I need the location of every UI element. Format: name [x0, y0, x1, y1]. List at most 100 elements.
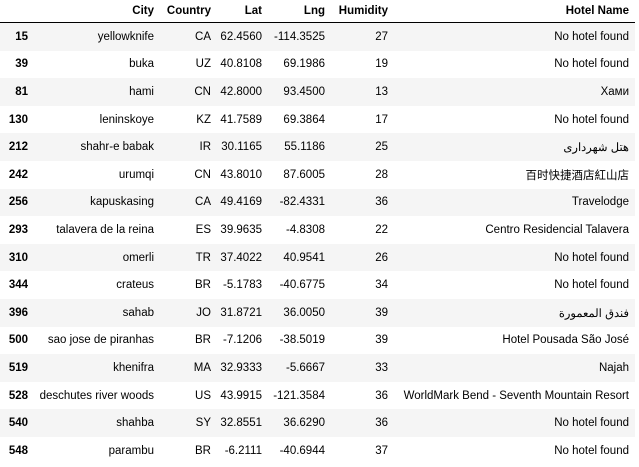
table-cell: 39	[375, 306, 388, 319]
table-cell: TR	[195, 251, 211, 264]
table-cell: IR	[199, 141, 212, 154]
table-cell: Hotel Pousada São José	[502, 334, 629, 347]
row-index: 310	[8, 251, 28, 264]
column-header: Lat	[217, 0, 268, 23]
table-cell: 28	[375, 168, 388, 181]
table-row: 540 shahba SY 32.8551 36.6290 36 No hotel foun…	[0, 409, 635, 437]
table-cell: 31.8721	[220, 306, 262, 319]
table-cell: -5.6667	[285, 361, 325, 374]
table-row: 310 omerli TR 37.4022 40.9541 26 No hotel foun…	[0, 243, 635, 272]
table-cell: 87.6005	[283, 168, 325, 181]
row-index: 540	[8, 417, 28, 430]
table-row: 15 yellowknife CA 62.4560 -114.3525 27 No hote…	[0, 22, 635, 51]
table-cell: 39	[375, 334, 388, 347]
table-cell: CN	[194, 85, 211, 98]
table-cell: Хами	[600, 85, 629, 98]
column-header: Lng	[268, 0, 331, 23]
table-cell: shahba	[116, 417, 154, 430]
table-cell: -82.4331	[279, 196, 325, 209]
table-cell: -121.3584	[273, 389, 325, 402]
table-cell: shahr-e babak	[80, 141, 154, 154]
table-cell: 26	[375, 251, 388, 264]
table-cell: 30.1165	[221, 141, 262, 154]
table-row: 396 sahab JO 31.8721 36.0050 39 فندق المعمورة	[0, 298, 635, 327]
table-cell: -5.1783	[222, 279, 262, 292]
row-index: 130	[8, 113, 28, 126]
row-index: 500	[8, 334, 28, 347]
table-cell: SY	[195, 417, 211, 430]
row-index: 81	[15, 85, 28, 98]
table-cell: 27	[375, 30, 388, 43]
table-cell: buka	[129, 58, 154, 71]
table-cell: No hotel found	[554, 30, 629, 43]
table-cell: 19	[375, 58, 388, 71]
table-row: 344 crateus BR -5.1783 -40.6775 34 No hotel fo…	[0, 271, 635, 299]
row-index: 344	[8, 279, 28, 292]
table-cell: 37	[375, 444, 388, 457]
table-cell: sahab	[122, 306, 154, 319]
table-cell: 42.8000	[220, 85, 262, 98]
table-cell: 55.1186	[284, 141, 325, 154]
table-row: 212 shahr-e babak IR 30.1165 55.1186 25 هتل شه…	[0, 133, 635, 161]
table-cell: yellowknife	[97, 30, 154, 43]
table-cell: هتل شهرداری	[563, 142, 629, 155]
table-cell: 34	[375, 279, 388, 292]
table-cell: UZ	[195, 58, 211, 71]
table-cell: sao jose de piranhas	[47, 334, 154, 347]
table-cell: -7.1206	[222, 334, 262, 347]
table-row: 548 parambu BR -6.2111 -40.6944 37 No hotel fo…	[0, 437, 635, 465]
table-cell: BR	[195, 334, 211, 347]
table-cell: 22	[375, 223, 388, 236]
table-cell: 39.9635	[220, 223, 262, 236]
table-cell: CN	[194, 168, 211, 181]
table-cell: urumqi	[118, 168, 154, 181]
table-cell: No hotel found	[554, 251, 629, 264]
table-cell: 40.8108	[220, 58, 262, 71]
table-cell: 33	[375, 361, 388, 374]
table-cell: CA	[195, 196, 211, 209]
column-header: Hotel Name	[394, 0, 635, 23]
table-cell: -4.8308	[285, 223, 325, 236]
table-cell: No hotel found	[554, 113, 629, 126]
table-cell: 37.4022	[220, 251, 262, 264]
row-index: 548	[8, 444, 28, 457]
table-cell: KZ	[196, 113, 211, 126]
table-cell: BR	[195, 444, 211, 457]
table-cell: 69.1986	[283, 58, 325, 71]
table-cell: -40.6775	[279, 279, 325, 292]
table-cell: Travelodge	[571, 196, 629, 209]
table-row: 242 urumqi CN 43.8010 87.6005 28 百时快捷酒店紅山店	[0, 161, 635, 189]
table-cell: 36	[375, 417, 388, 430]
column-header: Humidity	[331, 0, 394, 23]
table-cell: deschutes river woods	[39, 389, 154, 402]
table-cell: Najah	[598, 361, 629, 374]
row-index: 15	[15, 30, 28, 43]
table-cell: No hotel found	[554, 279, 629, 292]
table-row: 519 khenifra MA 32.9333 -5.6667 33 Najah	[0, 354, 635, 382]
table-cell: crateus	[116, 279, 154, 292]
table-cell: WorldMark Bend - Seventh Mountain Resort	[403, 389, 629, 402]
table-cell: 36.0050	[283, 306, 325, 319]
table-cell: leninskoye	[99, 113, 154, 126]
table-row: 528 deschutes river woods US 43.9915 -121.35…	[0, 382, 635, 410]
table-cell: 17	[375, 113, 388, 126]
table-cell: 36.6290	[283, 417, 325, 430]
table-cell: 36	[375, 389, 388, 402]
table-row: 256 kapuskasing CA 49.4169 -82.4331 36 Travelo…	[0, 188, 635, 217]
table-cell: kapuskasing	[90, 196, 154, 209]
table-cell: 36	[375, 196, 388, 209]
table-cell: ES	[195, 223, 211, 236]
row-index: 519	[8, 361, 28, 374]
table-cell: 25	[375, 141, 388, 154]
column-header: Country	[160, 0, 217, 23]
table-cell: parambu	[108, 444, 154, 457]
table-cell: -40.6944	[279, 444, 325, 457]
table-row: 81 hami CN 42.8000 93.4500 13 Хами	[0, 78, 635, 106]
table-cell: CA	[195, 30, 211, 43]
table-cell: 49.4169	[220, 196, 262, 209]
row-index: 212	[8, 141, 28, 154]
table-cell: 41.7589	[220, 113, 262, 126]
table-cell: No hotel found	[554, 444, 629, 457]
table-cell: US	[195, 389, 211, 402]
